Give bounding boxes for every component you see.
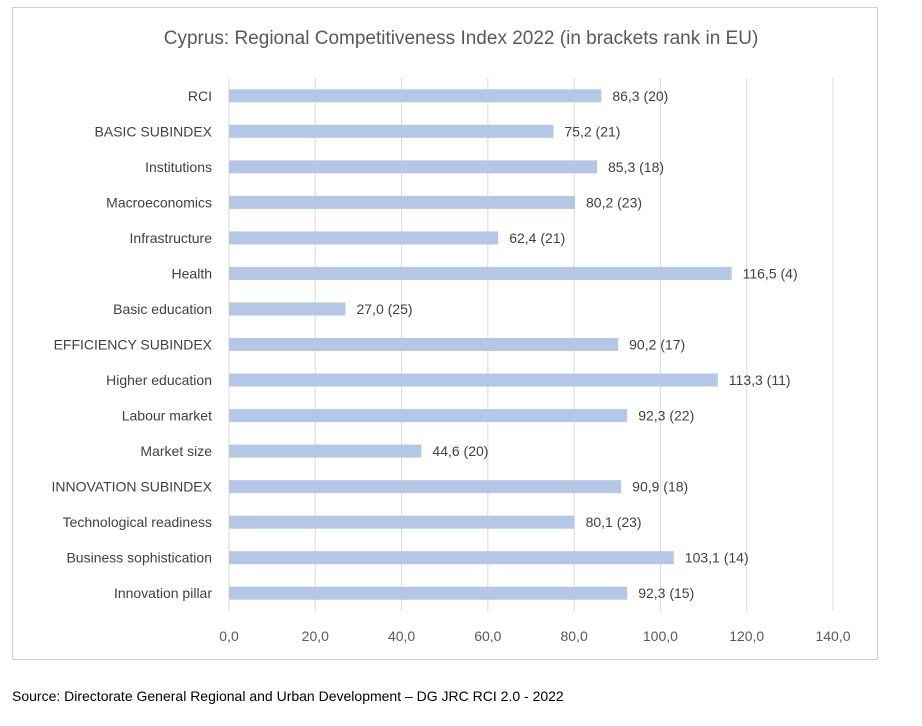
x-tick-label: 100,0: [643, 628, 678, 644]
data-label: 90,9 (18): [632, 479, 688, 495]
x-tick-label: 0,0: [219, 628, 239, 644]
x-tick-label: 40,0: [388, 628, 415, 644]
data-label: 62,4 (21): [509, 230, 565, 246]
bar: [229, 195, 576, 209]
x-tick-label: 140,0: [815, 628, 850, 644]
bar: [229, 160, 598, 174]
data-label: 92,3 (15): [638, 585, 694, 601]
category-label: Labour market: [122, 408, 212, 424]
data-label: 75,2 (21): [564, 123, 620, 139]
chart-frame: [12, 7, 878, 660]
data-label: 90,2 (17): [629, 337, 685, 353]
source-note: Source: Directorate General Regional and…: [12, 688, 564, 704]
bar: [229, 124, 554, 138]
category-label: Health: [172, 265, 212, 281]
bar: [229, 338, 619, 351]
data-label: 86,3 (20): [612, 88, 668, 104]
data-label: 27,0 (25): [356, 301, 412, 317]
chart-title: Cyprus: Regional Competitiveness Index 2…: [163, 28, 759, 49]
category-label: Business sophistication: [66, 550, 212, 566]
bar: [229, 266, 732, 280]
data-label: 103,1 (14): [685, 550, 749, 566]
x-tick-label: 80,0: [561, 628, 588, 644]
category-label: Macroeconomics: [106, 194, 212, 210]
x-tick-label: 60,0: [474, 628, 501, 644]
bar: [229, 373, 718, 387]
bar-chart: 0,0 20,0 40,0 60,0 80,0 100,0 120,0 140,0 RCI 86,…: [51, 78, 851, 644]
category-label: RCI: [188, 88, 212, 104]
bar: [229, 586, 628, 600]
bar: [229, 89, 602, 103]
data-label: 85,3 (18): [608, 159, 664, 175]
data-label: 80,2 (23): [586, 194, 642, 210]
data-label: 92,3 (22): [638, 408, 694, 424]
bar: [229, 409, 628, 423]
category-label: Innovation pillar: [114, 585, 212, 601]
x-tick-label: 120,0: [729, 628, 764, 644]
category-label: Infrastructure: [130, 230, 213, 246]
data-label: 116,5 (4): [743, 265, 798, 281]
category-label: Higher education: [106, 372, 212, 388]
category-label: Technological readiness: [63, 514, 212, 530]
category-label: BASIC SUBINDEX: [95, 123, 213, 139]
category-label: EFFICIENCY SUBINDEX: [54, 337, 213, 353]
data-label: 113,3 (11): [729, 372, 791, 388]
category-label: Market size: [140, 443, 212, 459]
category-label: INNOVATION SUBINDEX: [51, 479, 212, 495]
data-label: 80,1 (23): [586, 514, 642, 530]
bar: [229, 551, 674, 565]
bar: [229, 480, 622, 494]
category-label: Institutions: [145, 159, 212, 175]
category-label: Basic education: [113, 301, 212, 317]
data-label: 44,6 (20): [432, 443, 488, 459]
x-tick-label: 20,0: [302, 628, 329, 644]
bar: [229, 444, 422, 458]
bar: [229, 231, 499, 245]
bar: [229, 302, 346, 316]
bar: [229, 515, 575, 529]
